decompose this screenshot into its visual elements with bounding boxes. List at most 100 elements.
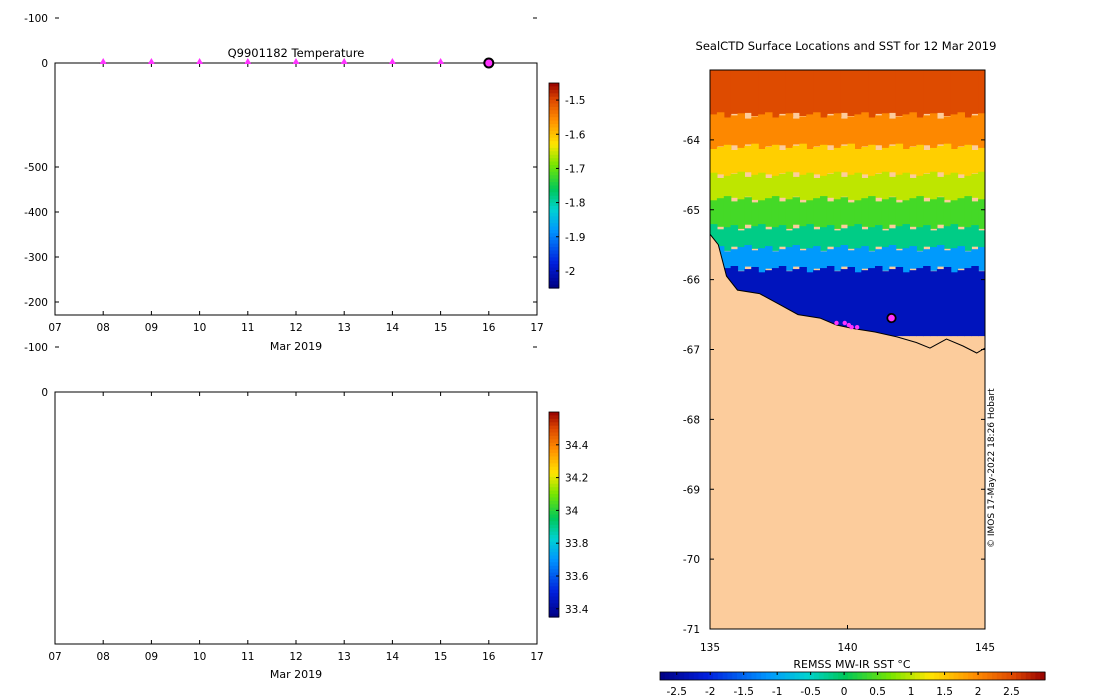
latest-location-marker bbox=[886, 312, 897, 324]
salinity-colorbar-label: 34.2 bbox=[565, 473, 588, 485]
sst-cell bbox=[875, 70, 883, 114]
map-colorbar-cell bbox=[770, 672, 777, 680]
sst-cell bbox=[813, 146, 821, 175]
sst-cell bbox=[758, 149, 766, 179]
temperature-xtick-label: 12 bbox=[289, 322, 302, 334]
sst-cell bbox=[881, 171, 890, 201]
salinity-colorbar-cell bbox=[549, 470, 559, 475]
salinity-colorbar-cell bbox=[549, 453, 559, 457]
map-colorbar-cell bbox=[1020, 672, 1027, 680]
salinity-xtick-label: 12 bbox=[289, 651, 302, 663]
map-colorbar-cell bbox=[1035, 672, 1041, 680]
salinity-xtick-label: 10 bbox=[193, 651, 206, 663]
map-colorbar-cell bbox=[833, 672, 839, 680]
temperature-xtick-label: 13 bbox=[338, 322, 351, 334]
map-colorbar-tick-label: -0.5 bbox=[800, 686, 821, 698]
sst-cell bbox=[744, 245, 752, 267]
sst-cell bbox=[881, 230, 890, 250]
sst-cell bbox=[888, 70, 897, 113]
salinity-colorbar-label: 34.4 bbox=[565, 440, 589, 452]
map-colorbar-cell bbox=[953, 672, 959, 680]
map-colorbar-cell bbox=[1025, 672, 1032, 680]
sst-cell bbox=[792, 145, 800, 173]
sst-cell bbox=[813, 178, 821, 199]
temperature-latest-marker bbox=[483, 57, 495, 69]
temperature-colorbar-cell bbox=[549, 120, 559, 125]
temperature-xtick-label: 17 bbox=[530, 322, 543, 334]
sst-cell bbox=[820, 70, 828, 119]
sst-cell bbox=[875, 173, 883, 198]
map-colorbar-cell bbox=[727, 672, 733, 680]
sst-cell bbox=[923, 173, 931, 198]
map-ytick-label: -70 bbox=[683, 554, 700, 566]
sst-cell bbox=[710, 149, 718, 179]
sst-cell bbox=[820, 268, 828, 337]
sst-cell bbox=[765, 146, 773, 175]
sst-cell bbox=[930, 113, 938, 149]
salinity-colorbar-cell bbox=[549, 446, 559, 451]
temperature-colorbar-cell bbox=[549, 89, 559, 94]
sst-cell bbox=[868, 70, 876, 119]
map-colorbar-cell bbox=[708, 672, 714, 680]
map-ytick-label: -69 bbox=[683, 484, 700, 496]
map-colorbar-cell bbox=[948, 672, 955, 680]
sst-cell bbox=[820, 117, 828, 150]
temperature-colorbar-cell bbox=[549, 202, 559, 207]
salinity-colorbar-cell bbox=[549, 435, 559, 440]
map-colorbar-cell bbox=[842, 672, 849, 680]
salinity-colorbar-label: 34 bbox=[565, 505, 579, 517]
temperature-colorbar-cell bbox=[549, 243, 559, 248]
sst-cell bbox=[833, 199, 842, 229]
sst-cell bbox=[785, 147, 794, 177]
temperature-colorbar-cell bbox=[549, 223, 559, 228]
salinity-colorbar-cell bbox=[549, 569, 559, 574]
sst-cell bbox=[916, 196, 924, 230]
map-colorbar-cell bbox=[847, 672, 854, 680]
map-colorbar-cell bbox=[693, 672, 700, 680]
temperature-colorbar-label: -1.6 bbox=[565, 129, 586, 141]
sst-cell bbox=[806, 200, 814, 231]
sst-cell bbox=[909, 198, 917, 227]
salinity-colorbar-cell bbox=[549, 538, 559, 543]
map-colorbar-cell bbox=[852, 672, 858, 680]
salinity-colorbar-cell bbox=[549, 545, 559, 550]
temperature-surface-marker bbox=[340, 58, 348, 64]
temperature-colorbar-cell bbox=[549, 209, 559, 214]
sst-cell bbox=[923, 70, 931, 114]
sst-cell bbox=[957, 246, 965, 269]
sst-cell bbox=[744, 145, 752, 173]
temperature-colorbar-cell bbox=[549, 270, 559, 275]
salinity-colorbar-cell bbox=[549, 480, 559, 485]
map-colorbar-tick-label: -1 bbox=[772, 686, 782, 698]
sst-cell bbox=[978, 230, 985, 250]
temperature-colorbar-cell bbox=[549, 229, 559, 234]
sst-cell bbox=[916, 117, 924, 150]
sst-cell bbox=[943, 143, 952, 176]
sst-cell bbox=[792, 197, 800, 225]
salinity-colorbar-cell bbox=[549, 487, 559, 492]
sst-cell bbox=[737, 70, 745, 118]
salinity-colorbar-cell bbox=[549, 610, 559, 615]
map-colorbar: -2.5 -2 -1.5 -1 -0.5 0 0.5 1 1.5 2 2.5 bbox=[659, 671, 1046, 698]
temperature-colorbar-cell bbox=[549, 274, 559, 279]
sst-cell bbox=[840, 269, 849, 337]
temperature-colorbar-cell bbox=[549, 212, 559, 217]
temperature-ytick-label: -100 bbox=[24, 13, 48, 25]
sst-cell bbox=[723, 196, 732, 230]
sst-cell bbox=[971, 150, 979, 174]
sst-cell bbox=[888, 197, 897, 225]
map-colorbar-cell bbox=[968, 672, 974, 680]
sst-cell bbox=[930, 147, 938, 177]
sst-cell bbox=[888, 118, 897, 145]
map-colorbar-label: REMSS MW-IR SST °C bbox=[793, 658, 911, 671]
sst-cell bbox=[785, 70, 794, 118]
map-colorbar-cell bbox=[862, 672, 868, 680]
sst-cell bbox=[971, 225, 979, 247]
sst-cell bbox=[806, 172, 814, 203]
temperature-colorbar-cell bbox=[549, 233, 559, 238]
salinity-colorbar-cell bbox=[549, 586, 559, 591]
temperature-title: Q9901182 Temperature bbox=[228, 46, 365, 60]
temperature-colorbar-cell bbox=[549, 93, 559, 98]
temperature-colorbar-cell bbox=[549, 267, 559, 272]
sst-cell bbox=[785, 247, 794, 271]
